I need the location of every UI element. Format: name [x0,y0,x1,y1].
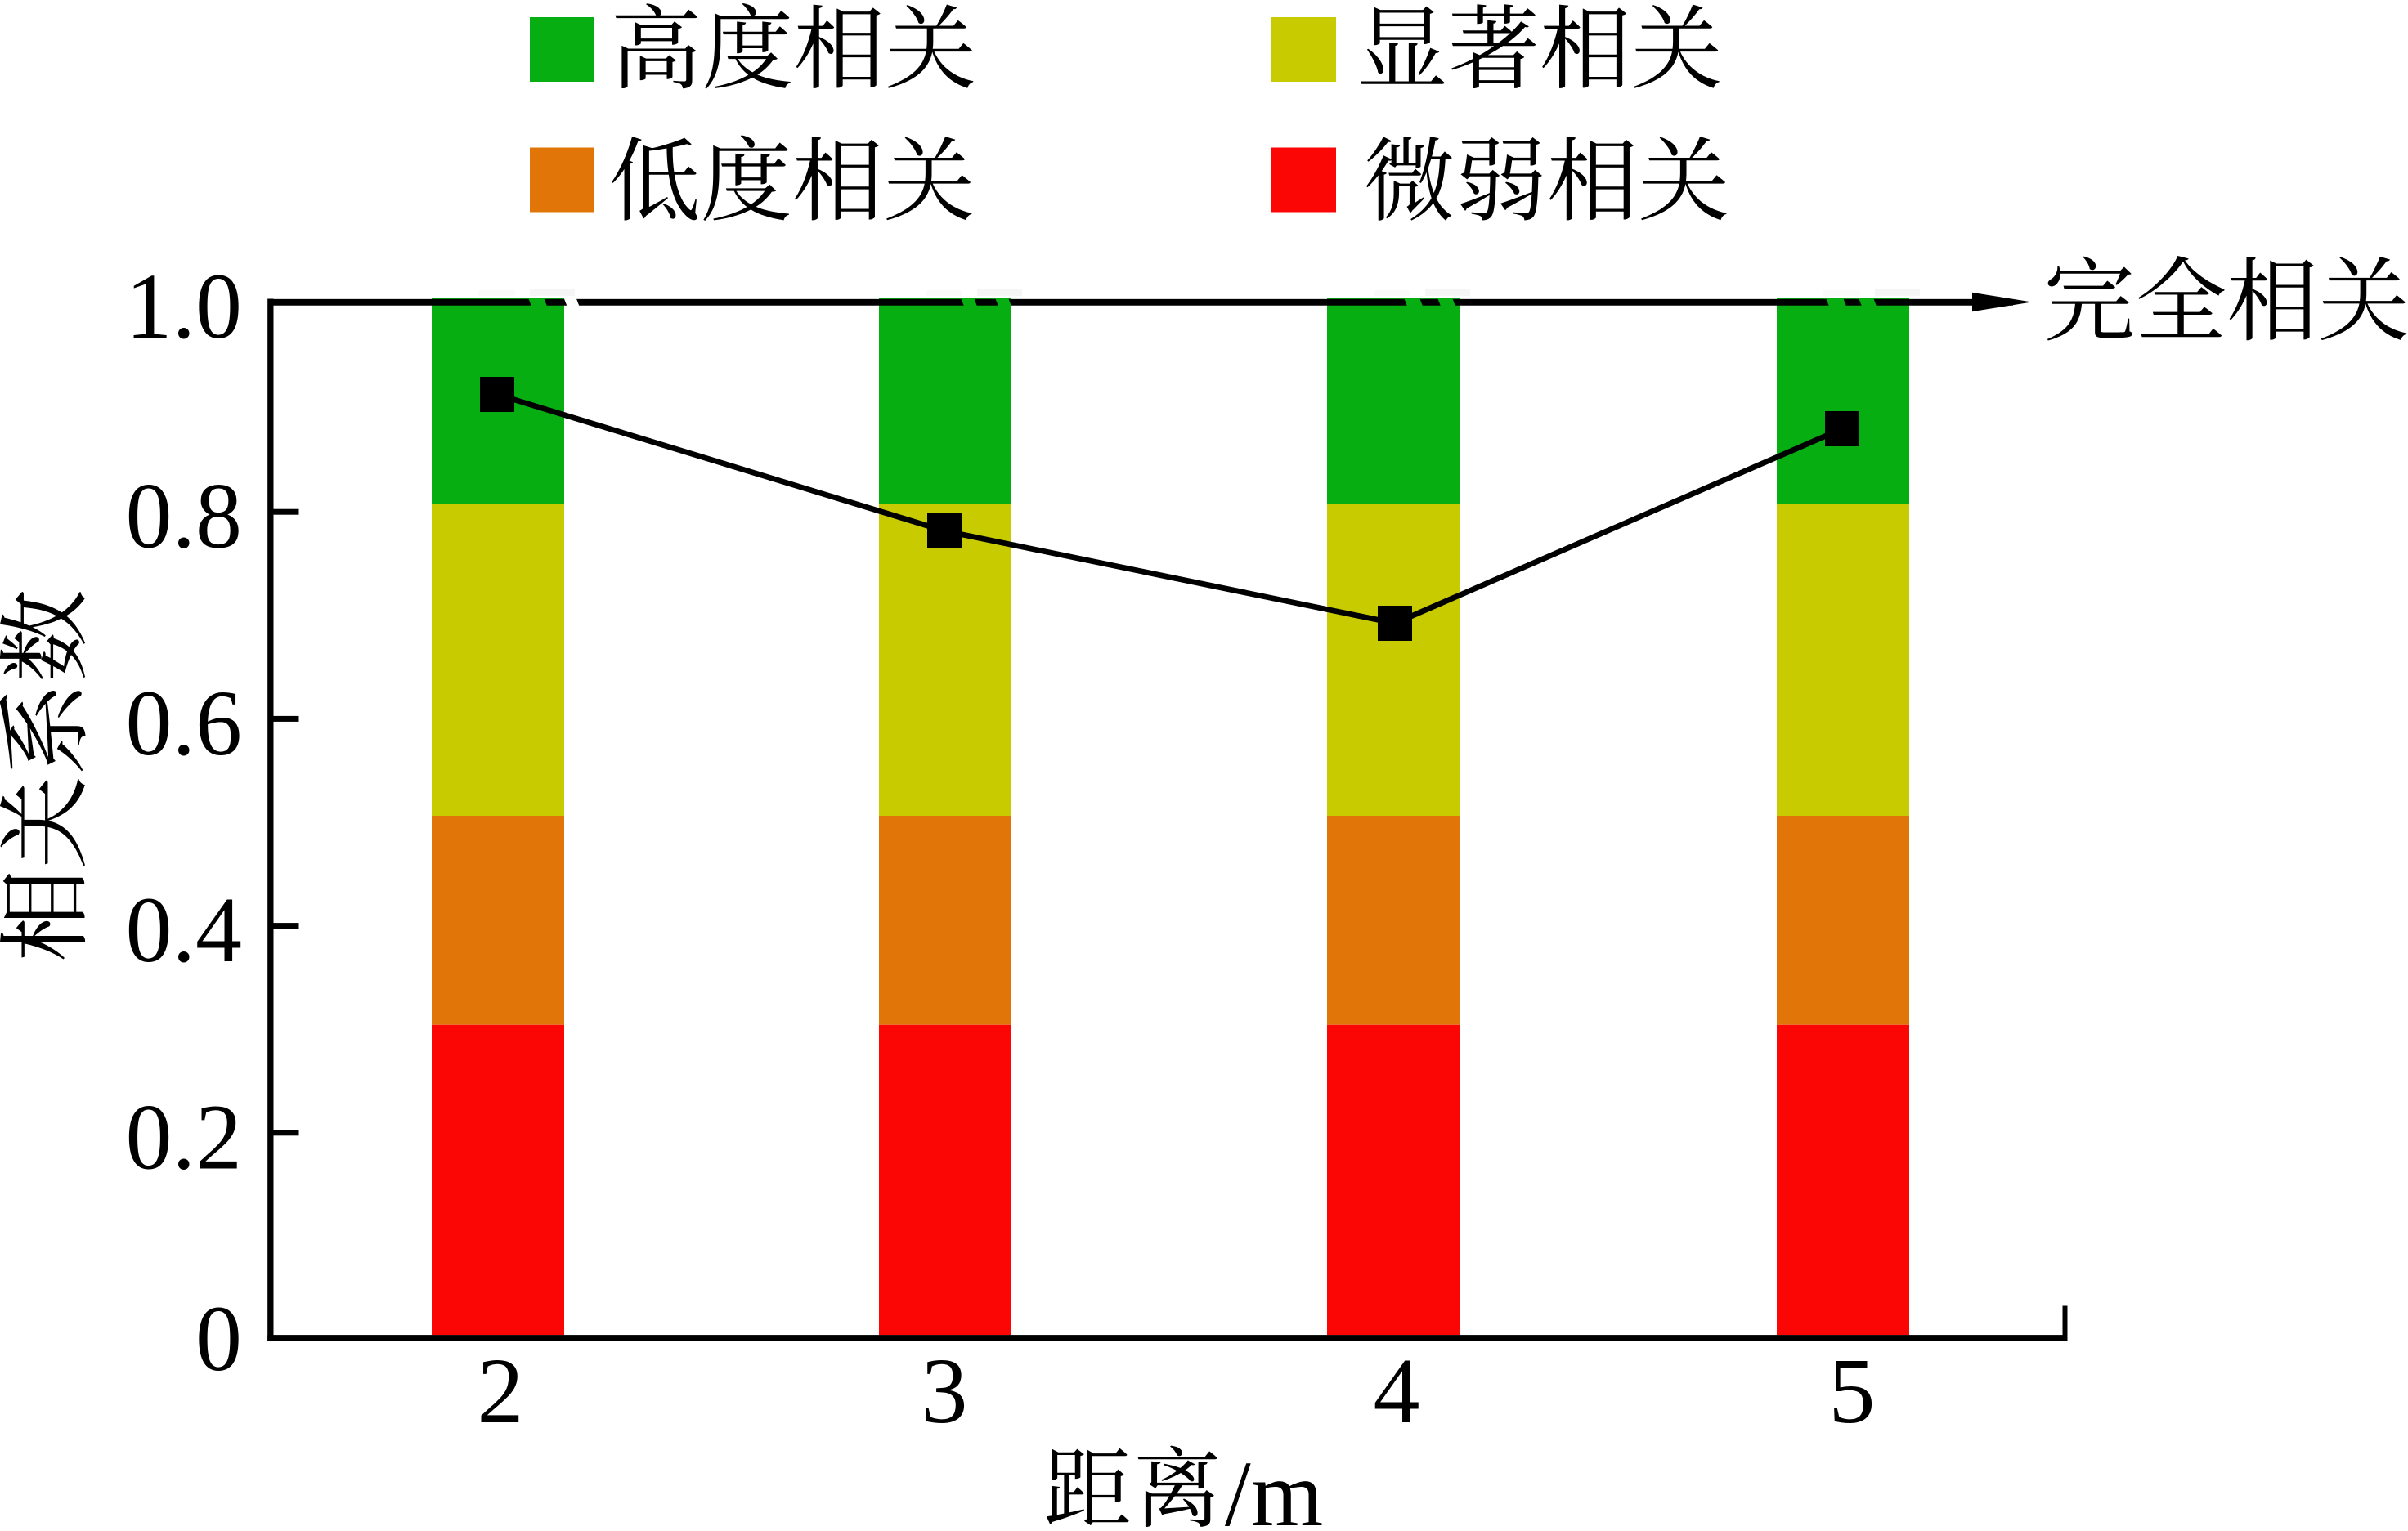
svg-text:3: 3 [921,1339,968,1443]
svg-text:1.0: 1.0 [126,254,243,358]
svg-text:0.4: 0.4 [126,878,243,982]
svg-text:0.2: 0.2 [126,1085,243,1189]
svg-text:4: 4 [1374,1339,1420,1443]
svg-text:0: 0 [195,1287,242,1390]
svg-text:/m: /m [1225,1442,1323,1527]
svg-text:0.6: 0.6 [126,671,243,775]
svg-text:0.8: 0.8 [126,464,243,568]
svg-text:5: 5 [1829,1339,1876,1443]
svg-text:2: 2 [478,1339,524,1443]
